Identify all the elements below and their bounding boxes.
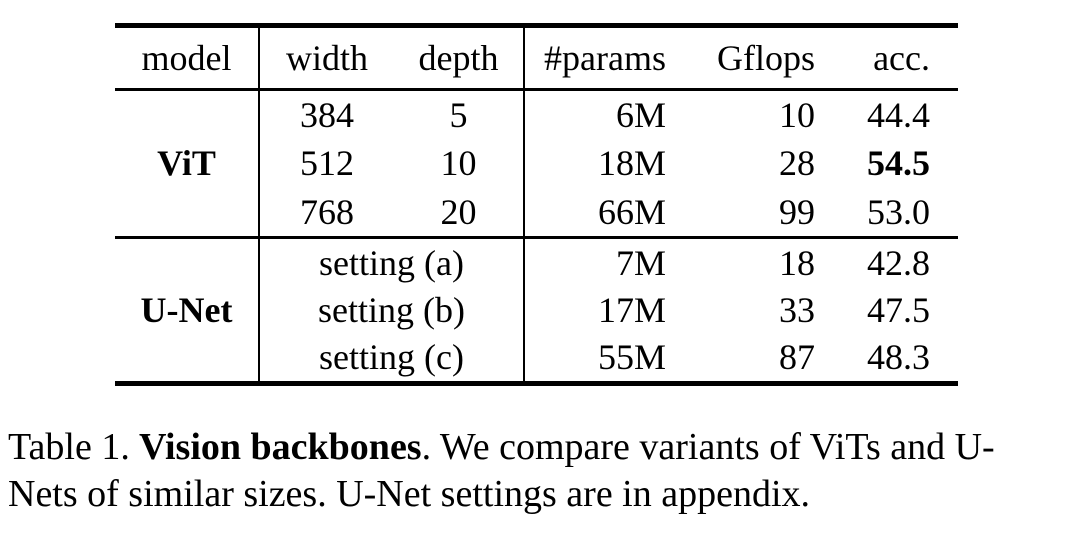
cell-gflops: 87 xyxy=(779,337,815,378)
cell-params: 6M xyxy=(523,91,690,140)
cell-params: 66M xyxy=(523,187,690,236)
header-separator-rule xyxy=(115,88,958,91)
column-header-model: model xyxy=(141,38,232,78)
cell-acc: 42.8 xyxy=(867,242,930,283)
column-header-acc: acc. xyxy=(873,38,930,78)
vit-group: ViT 384 5 6M 10 44.4 512 10 18M 28 54.5 … xyxy=(115,91,958,236)
cell-acc: 53.0 xyxy=(867,191,930,232)
cell-acc: 47.5 xyxy=(867,289,930,330)
cell-acc: 44.4 xyxy=(867,95,930,136)
cell-params: 7M xyxy=(523,238,690,287)
cell-gflops: 33 xyxy=(779,289,815,330)
cell-depth: 10 xyxy=(440,143,477,184)
cell-setting: setting (a) xyxy=(258,238,523,287)
cell-params: 18M xyxy=(523,139,690,188)
model-label-unet: U-Net xyxy=(140,289,233,330)
model-label-vit: ViT xyxy=(157,143,216,184)
cell-gflops: 28 xyxy=(779,143,815,184)
table-header-row: model width depth #params Gflops acc. xyxy=(115,28,958,88)
column-header-params: #params xyxy=(523,28,690,88)
cell-width: 512 xyxy=(258,139,394,188)
cell-params: 55M xyxy=(523,333,690,381)
caption-line-1: Table 1. Vision backbones. We compare var… xyxy=(8,424,1076,471)
cell-params: 17M xyxy=(523,286,690,334)
group-separator-rule xyxy=(115,235,958,239)
cell-depth: 5 xyxy=(449,95,468,136)
cell-width: 768 xyxy=(258,187,394,236)
caption-line-2: Nets of similar sizes. U-Net settings ar… xyxy=(8,471,1076,518)
table-caption: Table 1. Vision backbones. We compare var… xyxy=(8,424,1076,518)
caption-text-2: Nets of similar sizes. U-Net settings ar… xyxy=(8,473,811,515)
cell-gflops: 10 xyxy=(779,95,815,136)
cell-setting: setting (b) xyxy=(258,286,523,334)
table-top-rule xyxy=(115,23,958,28)
column-header-depth: depth xyxy=(418,38,499,78)
column-header-gflops: Gflops xyxy=(717,38,815,78)
cell-acc-best: 54.5 xyxy=(867,143,930,184)
caption-text-1: . We compare variants of ViTs and U- xyxy=(421,426,995,468)
caption-title: Vision backbones xyxy=(138,426,422,468)
column-header-width: width xyxy=(258,28,394,88)
cell-gflops: 18 xyxy=(779,242,815,283)
caption-label: Table 1. xyxy=(8,426,130,468)
cell-gflops: 99 xyxy=(779,191,815,232)
results-table: model width depth #params Gflops acc. Vi… xyxy=(115,23,958,386)
cell-width: 384 xyxy=(258,91,394,140)
table-bottom-rule xyxy=(115,380,958,386)
cell-acc: 48.3 xyxy=(867,337,930,378)
cell-setting: setting (c) xyxy=(258,333,523,381)
unet-group: U-Net setting (a) 7M 18 42.8 setting (b)… xyxy=(115,238,958,381)
cell-depth: 20 xyxy=(440,191,477,232)
